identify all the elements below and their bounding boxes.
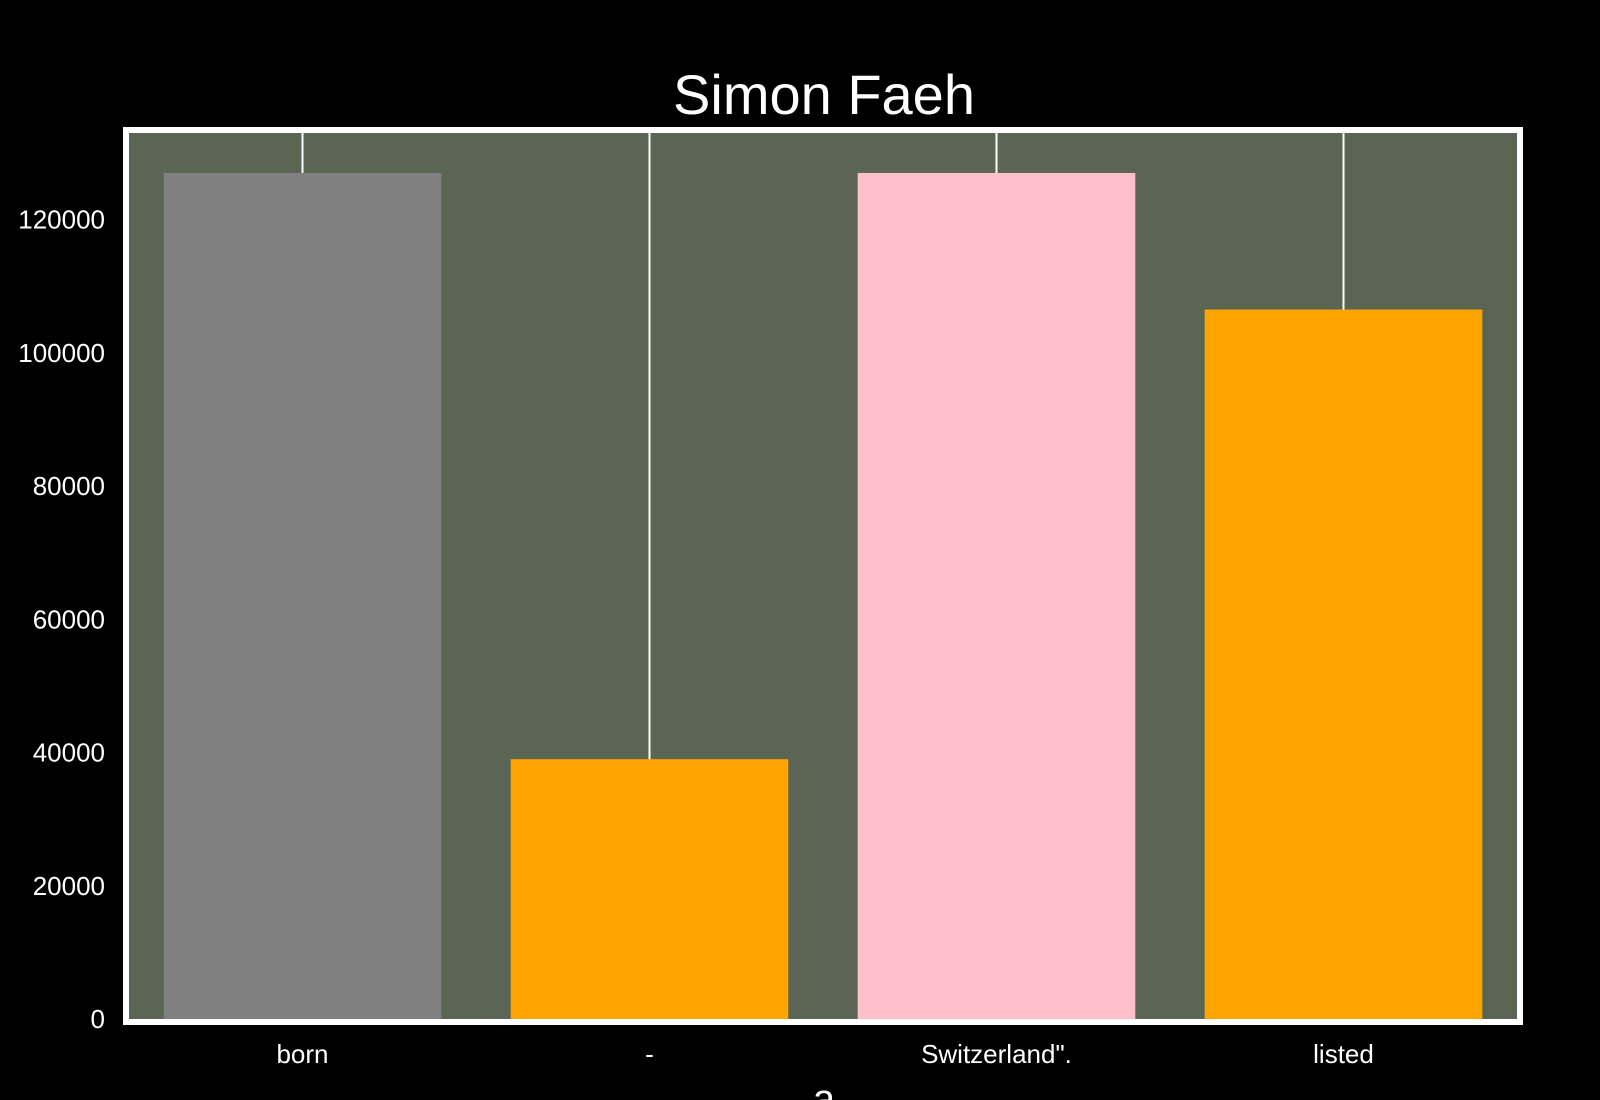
bar-2 bbox=[857, 172, 1136, 1020]
chart-title: Simon Faeh bbox=[673, 63, 975, 126]
y-tick-label: 80000 bbox=[33, 471, 105, 501]
y-tick-label: 120000 bbox=[18, 205, 105, 235]
y-tick-label: 40000 bbox=[33, 738, 105, 768]
x-tick-label: born bbox=[276, 1039, 328, 1069]
y-tick-label: 100000 bbox=[18, 338, 105, 368]
y-axis-ticks: 0 20000 40000 60000 80000 100000 120000 bbox=[18, 205, 105, 1034]
plot-frame bbox=[123, 127, 1523, 1025]
x-tick-label: - bbox=[645, 1039, 654, 1069]
x-tick-label: Switzerland". bbox=[921, 1039, 1072, 1069]
bar-3 bbox=[1204, 309, 1483, 1020]
y-tick-label: 0 bbox=[91, 1004, 105, 1034]
bar-1 bbox=[510, 759, 789, 1019]
x-tick-label: listed bbox=[1313, 1039, 1374, 1069]
y-tick-label: 20000 bbox=[33, 871, 105, 901]
y-tick-label: 60000 bbox=[33, 604, 105, 634]
x-axis-label: a bbox=[813, 1077, 836, 1100]
bar-0 bbox=[163, 172, 442, 1020]
bars bbox=[163, 172, 1483, 1020]
x-axis-ticks: born - Switzerland". listed bbox=[276, 1039, 1373, 1069]
